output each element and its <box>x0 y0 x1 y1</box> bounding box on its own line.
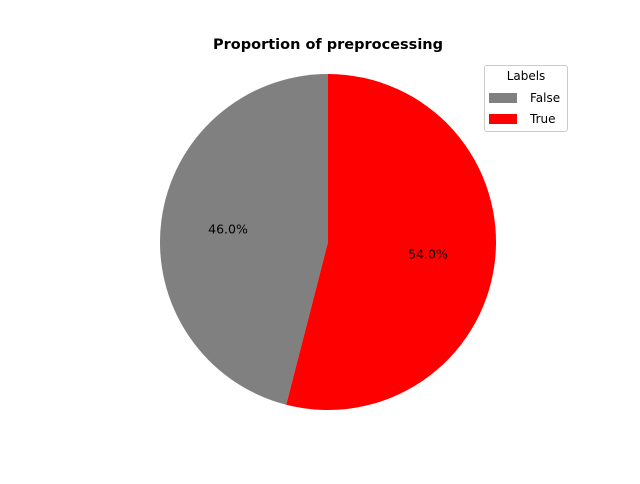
legend-item-true: True <box>489 111 556 127</box>
chart-title: Proportion of preprocessing <box>213 37 443 53</box>
legend-title: Labels <box>506 69 546 83</box>
legend: Labels False True <box>484 65 568 132</box>
legend-item-false: False <box>489 90 560 106</box>
pie-percent-labels: 46.0% 54.0% <box>208 221 448 261</box>
pie-percent-label-true: 54.0% <box>408 247 448 262</box>
legend-label-true: True <box>530 112 556 126</box>
pie-slices <box>159 74 496 410</box>
pie-slice-true <box>286 74 496 410</box>
legend-swatch-false <box>489 93 517 103</box>
pie-slice-false <box>159 74 328 405</box>
legend-swatch-true <box>489 114 517 124</box>
legend-label-false: False <box>530 91 561 105</box>
pie-percent-label-false: 46.0% <box>208 221 248 236</box>
